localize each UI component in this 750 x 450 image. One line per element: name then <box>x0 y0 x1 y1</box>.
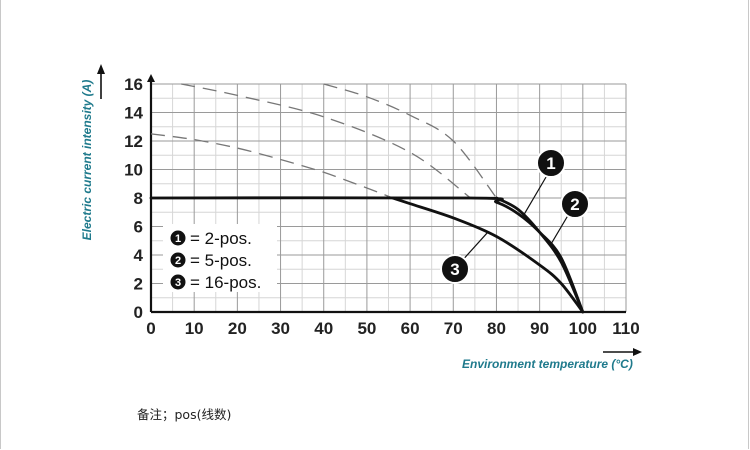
y-tick-label: 4 <box>134 246 144 265</box>
series-3-callout <box>440 254 470 284</box>
y-tick-label: 12 <box>124 132 143 151</box>
y-axis-arrow-icon <box>147 74 155 82</box>
footnote: 备注；pos(线数) <box>137 407 232 422</box>
x-tick-label: 70 <box>444 319 463 338</box>
legend-entry-3: = 16-pos. <box>190 273 261 292</box>
y-axis-title: Electric current intensity (A) <box>80 80 94 241</box>
y-tick-label: 2 <box>134 275 143 294</box>
series-3-callout-label: 3 <box>450 260 459 279</box>
legend-marker-2-label: 2 <box>175 255 181 267</box>
x-tick-label: 20 <box>228 319 247 338</box>
series-2-leader-line <box>549 211 571 246</box>
xlabel-arrow-icon <box>633 348 642 356</box>
x-tick-label: 30 <box>271 319 290 338</box>
series-2-line <box>495 196 585 314</box>
legend-marker-3-label: 3 <box>175 277 181 289</box>
x-tick-label: 10 <box>185 319 204 338</box>
x-tick-label: 60 <box>401 319 420 338</box>
legend-marker-2 <box>168 250 188 270</box>
x-tick-label: 40 <box>314 319 333 338</box>
legend-entry-2: = 5-pos. <box>190 251 252 270</box>
series-1-callout <box>536 148 566 178</box>
series-3-dashed-line <box>150 133 394 199</box>
series-2-callout <box>560 189 590 219</box>
y-tick-label: 8 <box>134 189 143 208</box>
x-tick-label: 0 <box>146 319 155 338</box>
y-tick-label: 10 <box>124 161 143 180</box>
legend-marker-1 <box>168 228 188 248</box>
series-1-line <box>149 196 585 314</box>
x-tick-label: 50 <box>357 319 376 338</box>
legend-marker-3 <box>168 272 188 292</box>
y-tick-label: 6 <box>134 218 143 237</box>
series-1-leader-line <box>524 171 550 214</box>
x-tick-label: 110 <box>612 319 639 338</box>
ylabel-arrow-icon <box>97 64 105 74</box>
x-tick-label: 80 <box>487 319 506 338</box>
x-tick-label: 90 <box>530 319 549 338</box>
legend-marker-1-label: 1 <box>175 233 181 245</box>
series-2-callout-label: 2 <box>570 195 579 214</box>
y-tick-label: 0 <box>134 303 143 322</box>
y-tick-label: 14 <box>124 104 143 123</box>
x-tick-label: 100 <box>569 319 597 338</box>
series-1-dashed-line <box>181 83 471 199</box>
series-3-line <box>391 196 585 314</box>
series-1-callout-label: 1 <box>546 154 555 173</box>
legend-entry-1: = 2-pos. <box>190 229 252 248</box>
x-axis-title: Environment temperature (°C) <box>462 357 633 371</box>
y-tick-label: 16 <box>124 75 143 94</box>
series-2-dashed-line <box>323 83 498 199</box>
